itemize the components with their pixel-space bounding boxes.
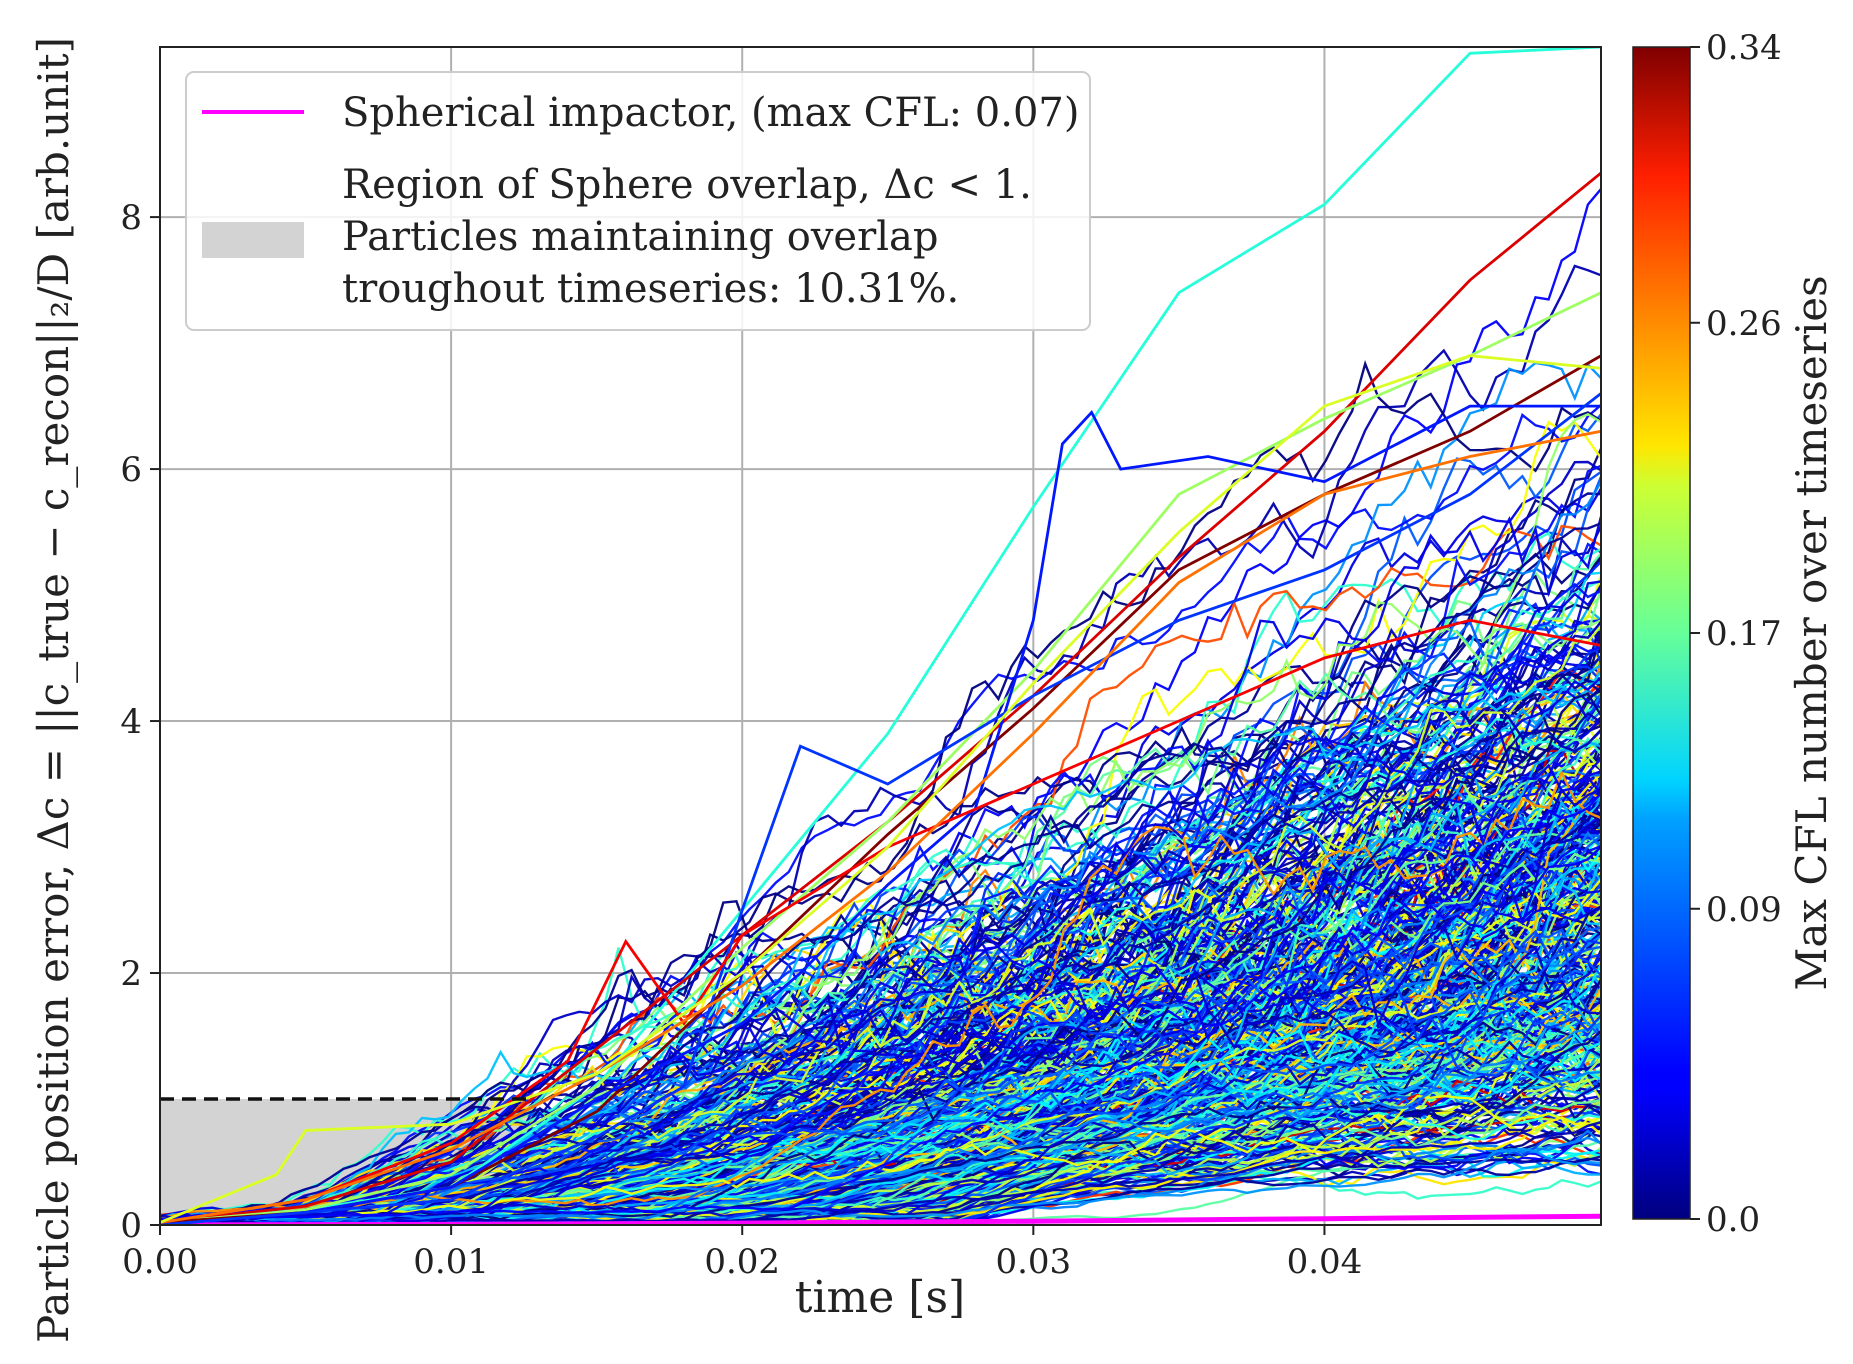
colorbar-ticks: 0.0 0.09 0.17 0.26 0.34 (1690, 28, 1782, 1240)
series-layer (160, 188, 1601, 1225)
y-tick-label: 0 (120, 1206, 142, 1246)
particle-trajectory (160, 360, 1601, 1225)
particle-trajectory (160, 676, 1601, 1225)
colorbar-tick-label: 0.26 (1706, 304, 1782, 344)
legend-label-overlap-line-2: Particles maintaining overlap (342, 214, 938, 260)
legend-box (185, 71, 1091, 331)
particle-trajectory (160, 1106, 1601, 1225)
plot-frame (159, 46, 1602, 1226)
particle-trajectory (160, 945, 1601, 1222)
particle-trajectory (160, 763, 1601, 1225)
x-tick-label: 0.04 (1287, 1242, 1363, 1282)
colorbar-tick-label: 0.17 (1706, 614, 1782, 654)
x-axis: 0.00 0.01 0.02 0.03 0.04 (122, 1225, 1362, 1282)
y-tick-label: 6 (120, 450, 142, 490)
particle-trajectory-highlight (160, 291, 1601, 1224)
particle-trajectory (160, 782, 1601, 1225)
colorbar-tick-label: 0.09 (1706, 890, 1782, 930)
particle-trajectory (160, 699, 1601, 1223)
y-axis-label: Particle position error, Δc = ||c_true −… (29, 37, 78, 1343)
x-tick-label: 0.01 (413, 1242, 489, 1282)
particle-trajectory (160, 692, 1601, 1225)
y-axis: 0 2 4 6 8 (120, 198, 160, 1246)
particle-trajectory (160, 1030, 1601, 1225)
highlight-layer (160, 47, 1601, 1225)
particle-trajectory (160, 522, 1601, 1223)
particle-trajectory (160, 792, 1601, 1222)
particle-trajectory-highlight (160, 429, 1601, 1224)
legend: Spherical impactor, (max CFL: 0.07) Regi… (185, 71, 1091, 331)
legend-label-overlap-line-1: Region of Sphere overlap, Δc < 1. (342, 162, 1032, 208)
particle-trajectory (160, 673, 1601, 1225)
colorbar-label: Max CFL number over timeseries (1787, 275, 1836, 990)
particle-trajectory-highlight (160, 618, 1601, 1224)
particle-trajectory-highlight (160, 392, 1601, 1225)
colorbar-tick-label: 0.34 (1706, 28, 1782, 68)
particle-trajectory (160, 681, 1601, 1224)
colorbar-gradient (1632, 46, 1691, 1220)
legend-swatch-overlap (202, 222, 304, 258)
y-tick-label: 8 (120, 198, 142, 238)
x-tick-label: 0.03 (995, 1242, 1071, 1282)
colorbar: 0.0 0.09 0.17 0.26 0.34 Max CFL number over … (1632, 28, 1836, 1240)
y-tick-label: 2 (120, 954, 142, 994)
particle-trajectory-highlight (160, 354, 1601, 1224)
legend-label-overlap-line-3: troughout timeseries: 10.31%. (342, 266, 959, 312)
y-tick-label: 4 (120, 702, 142, 742)
legend-label-impactor: Spherical impactor, (max CFL: 0.07) (342, 90, 1079, 136)
x-axis-label: time [s] (795, 1272, 965, 1323)
x-tick-label: 0.02 (704, 1242, 780, 1282)
x-tick-label: 0.00 (122, 1242, 198, 1282)
colorbar-tick-label: 0.0 (1706, 1200, 1760, 1240)
